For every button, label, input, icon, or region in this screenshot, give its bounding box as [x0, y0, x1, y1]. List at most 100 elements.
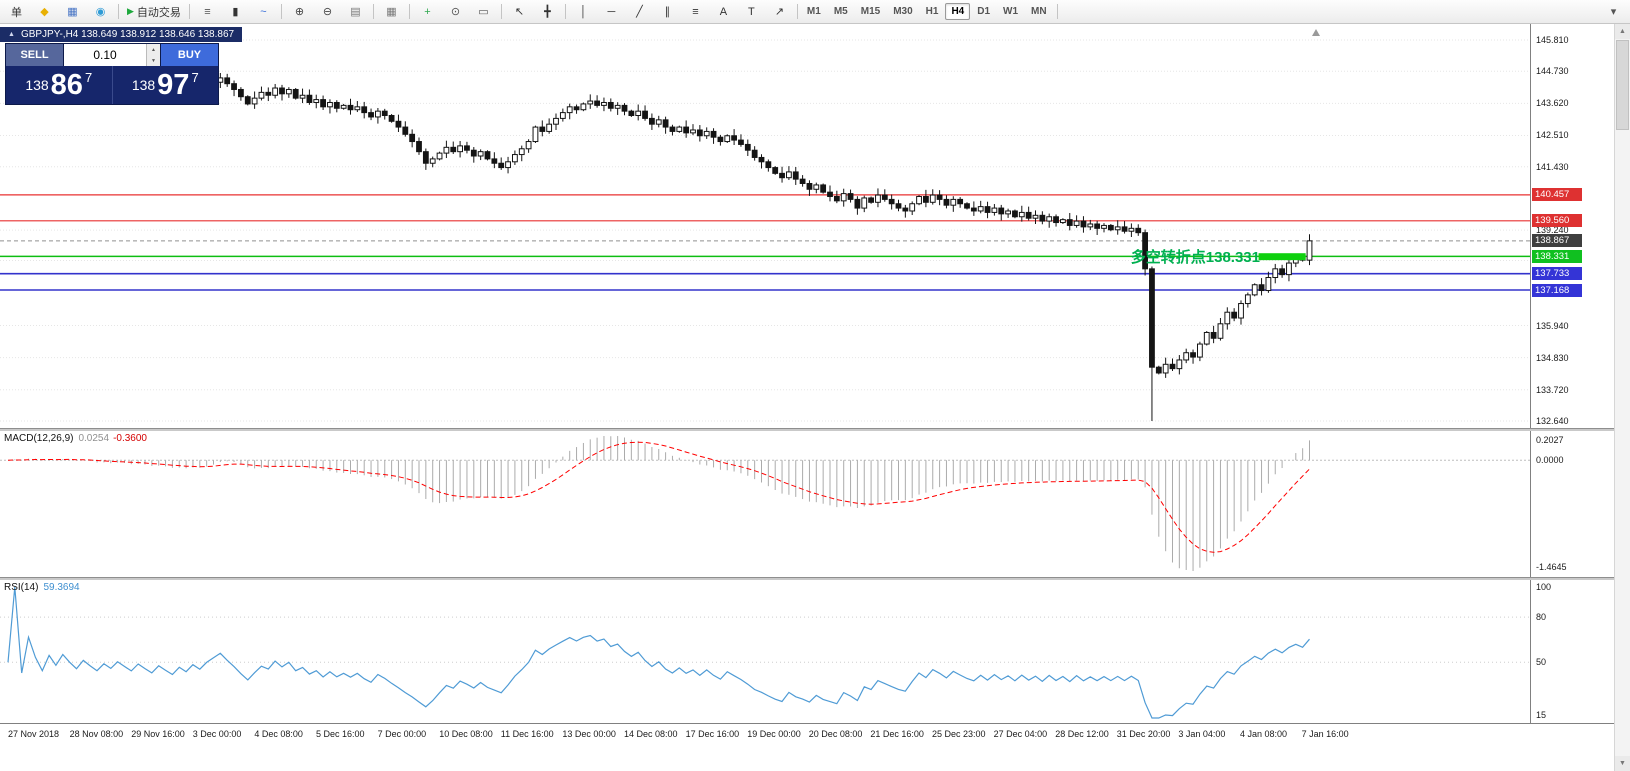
volume-value[interactable]: 0.10: [93, 48, 117, 62]
time-label: 14 Dec 08:00: [624, 729, 678, 739]
new-order-icon[interactable]: ◆: [40, 6, 49, 18]
rsi-scale-label: 15: [1536, 709, 1547, 720]
toolbar-items: 单 ◆ ▦ ◉ ▶ 自动交易 ≡ ▮ ~ ⊕ ⊖ ▤ ▦ + ⊙ ▭ ↖ ╋ │ ─ ╱ ∥ ≡ A T ↗: [3, 1, 801, 22]
time-label: 13 Dec 00:00: [562, 729, 616, 739]
time-axis[interactable]: 27 Nov 2018 28 Nov 08:00 29 Nov 16:00 3 Dec…: [0, 723, 1614, 747]
time-label: 4 Jan 08:00: [1240, 729, 1288, 739]
time-label: 5 Dec 16:00: [316, 729, 365, 739]
cycles-icon[interactable]: ⊙: [450, 6, 461, 18]
price-badge: 140.457: [1532, 188, 1582, 202]
vertical-line-icon[interactable]: │: [579, 5, 587, 18]
rsi-header: RSI(14) 59.3694: [4, 582, 80, 593]
new-order-button[interactable]: 单: [11, 6, 22, 19]
add-indicator-icon[interactable]: +: [424, 5, 431, 18]
line-chart-icon[interactable]: ~: [260, 5, 267, 18]
rsi-scale[interactable]: 100 80 50 15: [1530, 580, 1614, 723]
time-label: 21 Dec 16:00: [870, 729, 924, 739]
toolbar-separator: [408, 4, 410, 19]
horizontal-line-icon[interactable]: ─: [607, 5, 616, 18]
arrows-tool-icon[interactable]: ↗: [774, 6, 785, 18]
macd-scale-label: 0.2027: [1536, 435, 1564, 445]
rsi-scale-label: 50: [1536, 657, 1547, 668]
buy-price-prefix: 138: [131, 77, 156, 93]
candlestick-chart-icon[interactable]: ▮: [232, 6, 239, 18]
collapse-icon[interactable]: ▲: [8, 31, 15, 38]
pivot-annotation[interactable]: 多空转折点138.331: [1130, 249, 1260, 266]
rsi-label: RSI(14): [4, 582, 39, 593]
autotrading-button[interactable]: ▶ 自动交易: [127, 6, 181, 19]
timeframe-mn[interactable]: MN: [1031, 6, 1047, 17]
timeframe-w1[interactable]: W1: [1003, 6, 1019, 17]
sell-button[interactable]: SELL: [6, 44, 64, 66]
scroll-down-icon[interactable]: ▼: [1615, 756, 1630, 771]
cursor-icon[interactable]: ↖: [514, 6, 525, 18]
volume-down-icon[interactable]: ▼: [147, 55, 160, 66]
panel-splitter[interactable]: [0, 428, 1614, 431]
chart-title-bar[interactable]: ▲ GBPJPY-,H4 138.649 138.912 138.646 138…: [0, 27, 243, 42]
one-click-trading-panel: SELL 0.10 ▲ ▼ BUY 138 86 7: [5, 43, 219, 105]
trade-panel-divider: [111, 66, 113, 104]
time-label: 20 Dec 08:00: [808, 729, 863, 739]
sell-price-big: 86: [50, 68, 83, 101]
chart-window-icon[interactable]: ▦: [67, 6, 78, 18]
zoom-out-icon[interactable]: ⊖: [322, 6, 333, 18]
zoom-in-icon[interactable]: ⊕: [294, 6, 305, 18]
rsi-value: 59.3694: [43, 582, 80, 593]
time-label: 7 Jan 16:00: [1301, 729, 1349, 739]
toolbar-separator: [280, 4, 282, 19]
macd-main-value: 0.0254: [78, 433, 110, 444]
timeframe-h1[interactable]: H1: [925, 6, 939, 17]
price-tick-label: 141.430: [1536, 161, 1569, 172]
toolbar-separator: [564, 4, 566, 19]
macd-chart[interactable]: [0, 431, 1530, 577]
profiles-icon[interactable]: ◉: [95, 6, 106, 18]
timeframe-m15[interactable]: M15: [860, 6, 881, 17]
toolbar-overflow-icon[interactable]: ▾: [1610, 6, 1617, 18]
fibonacci-icon[interactable]: ≡: [692, 5, 699, 18]
template-icon[interactable]: ▭: [478, 6, 489, 18]
toolbar-separator: [372, 4, 374, 19]
timeframe-d1[interactable]: D1: [977, 6, 991, 17]
sell-price-prefix: 138: [25, 77, 49, 93]
rsi-chart[interactable]: [0, 580, 1530, 723]
buy-price[interactable]: 138 97 7: [113, 66, 219, 104]
tile-windows-icon[interactable]: ▦: [386, 6, 397, 18]
volume-up-icon[interactable]: ▲: [147, 44, 160, 55]
macd-label: MACD(12,26,9): [4, 433, 74, 444]
timeframe-h4[interactable]: H4: [945, 3, 971, 20]
bar-chart-icon[interactable]: ≡: [204, 5, 211, 18]
time-label: 3 Jan 04:00: [1178, 729, 1226, 739]
time-label: 28 Dec 12:00: [1055, 729, 1109, 739]
toolbar-separator: [500, 4, 502, 19]
toolbar-separator: [1056, 4, 1058, 19]
price-tick-label: 143.620: [1536, 98, 1569, 109]
channel-icon[interactable]: ∥: [664, 6, 671, 18]
macd-scale-label: -1.4645: [1536, 562, 1567, 572]
price-badge: 138.867: [1532, 234, 1582, 248]
label-tool-icon[interactable]: T: [748, 5, 755, 18]
volume-field[interactable]: 0.10 ▲ ▼: [64, 44, 160, 66]
chart-title-text: GBPJPY-,H4 138.649 138.912 138.646 138.8…: [20, 29, 235, 40]
volume-stepper[interactable]: ▲ ▼: [146, 44, 160, 66]
price-tick-label: 133.720: [1536, 384, 1569, 395]
panel-splitter[interactable]: [0, 577, 1614, 580]
macd-scale[interactable]: 0.2027 0.0000 -1.4645: [1530, 431, 1614, 577]
vertical-scrollbar[interactable]: ▲ ▼: [1614, 24, 1630, 771]
sell-price[interactable]: 138 86 7: [6, 66, 112, 104]
time-label: 17 Dec 16:00: [685, 729, 740, 739]
buy-button[interactable]: BUY: [160, 44, 218, 66]
toolbar-separator: [118, 4, 119, 19]
crosshair-icon[interactable]: ╋: [544, 6, 551, 18]
auto-arrange-icon[interactable]: ▤: [350, 6, 361, 18]
scroll-up-icon[interactable]: ▲: [1615, 24, 1630, 39]
time-label: 28 Nov 08:00: [69, 729, 124, 739]
timeframe-m30[interactable]: M30: [893, 6, 913, 17]
timeframe-m5[interactable]: M5: [833, 6, 848, 17]
timeframe-m1[interactable]: M1: [806, 6, 821, 17]
price-scale[interactable]: 145.810 144.730 143.620 142.510 141.430 139.2…: [1530, 24, 1614, 428]
price-tick-label: 142.510: [1536, 130, 1569, 141]
text-tool-icon[interactable]: A: [719, 5, 728, 18]
scrollbar-thumb[interactable]: [1616, 40, 1629, 130]
trendline-icon[interactable]: ╱: [636, 6, 643, 18]
candlestick-chart[interactable]: [0, 24, 1530, 428]
